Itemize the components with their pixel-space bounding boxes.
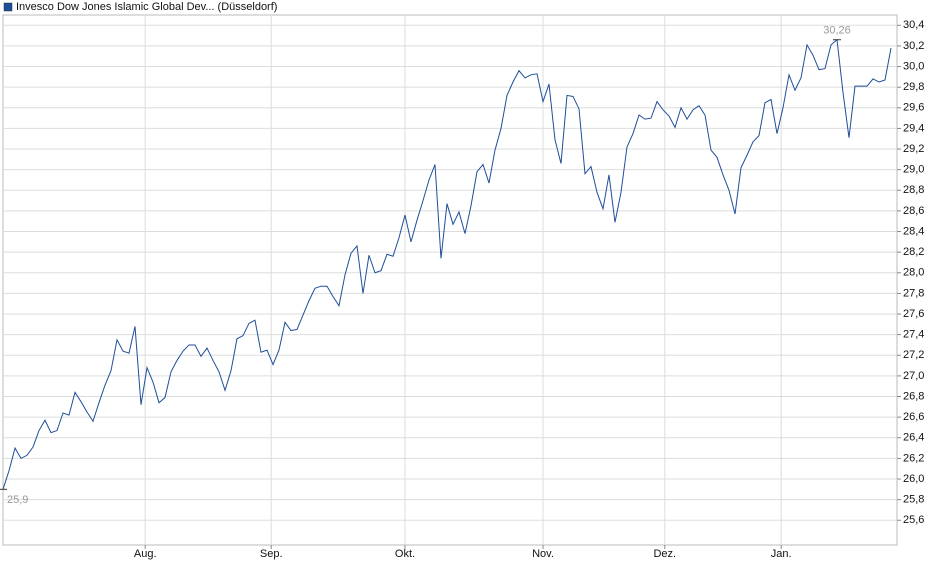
y-tick-label: 29,2 bbox=[903, 143, 924, 155]
y-tick-label: 28,2 bbox=[903, 246, 924, 258]
legend-swatch bbox=[3, 2, 13, 12]
x-tick-label: Dez. bbox=[653, 548, 676, 560]
y-tick-label: 26,6 bbox=[903, 411, 924, 423]
y-tick-label: 28,8 bbox=[903, 184, 924, 196]
y-tick-label: 27,8 bbox=[903, 287, 924, 299]
y-tick-label: 30,2 bbox=[903, 40, 924, 52]
y-tick-label: 26,2 bbox=[903, 452, 924, 464]
price-line bbox=[2, 38, 892, 490]
y-tick-label: 28,4 bbox=[903, 225, 924, 237]
y-tick-label: 25,8 bbox=[903, 494, 924, 506]
y-tick-label: 28,6 bbox=[903, 205, 924, 217]
plot-area bbox=[2, 14, 898, 546]
y-tick-label: 27,2 bbox=[903, 349, 924, 361]
y-tick-label: 28,0 bbox=[903, 267, 924, 279]
y-tick-label: 26,4 bbox=[903, 432, 924, 444]
x-tick-label: Sep. bbox=[260, 548, 283, 560]
y-tick-label: 26,8 bbox=[903, 390, 924, 402]
y-tick-label: 27,4 bbox=[903, 329, 924, 341]
annotation-label: 30,26 bbox=[823, 25, 851, 37]
x-tick-label: Aug. bbox=[134, 548, 157, 560]
y-tick-label: 29,0 bbox=[903, 164, 924, 176]
y-tick-label: 26,0 bbox=[903, 473, 924, 485]
y-tick-label: 27,0 bbox=[903, 370, 924, 382]
legend-label: Invesco Dow Jones Islamic Global Dev... … bbox=[16, 1, 277, 13]
y-tick-label: 29,8 bbox=[903, 81, 924, 93]
y-tick-label: 29,6 bbox=[903, 102, 924, 114]
y-tick-label: 25,6 bbox=[903, 514, 924, 526]
y-tick-label: 30,0 bbox=[903, 60, 924, 72]
x-tick-label: Nov. bbox=[532, 548, 554, 560]
y-tick-label: 30,4 bbox=[903, 19, 924, 31]
x-tick-label: Jan. bbox=[771, 548, 792, 560]
annotation-label: 25,9 bbox=[7, 494, 28, 506]
y-tick-label: 29,4 bbox=[903, 122, 924, 134]
y-tick-label: 27,6 bbox=[903, 308, 924, 320]
x-tick-label: Okt. bbox=[395, 548, 415, 560]
